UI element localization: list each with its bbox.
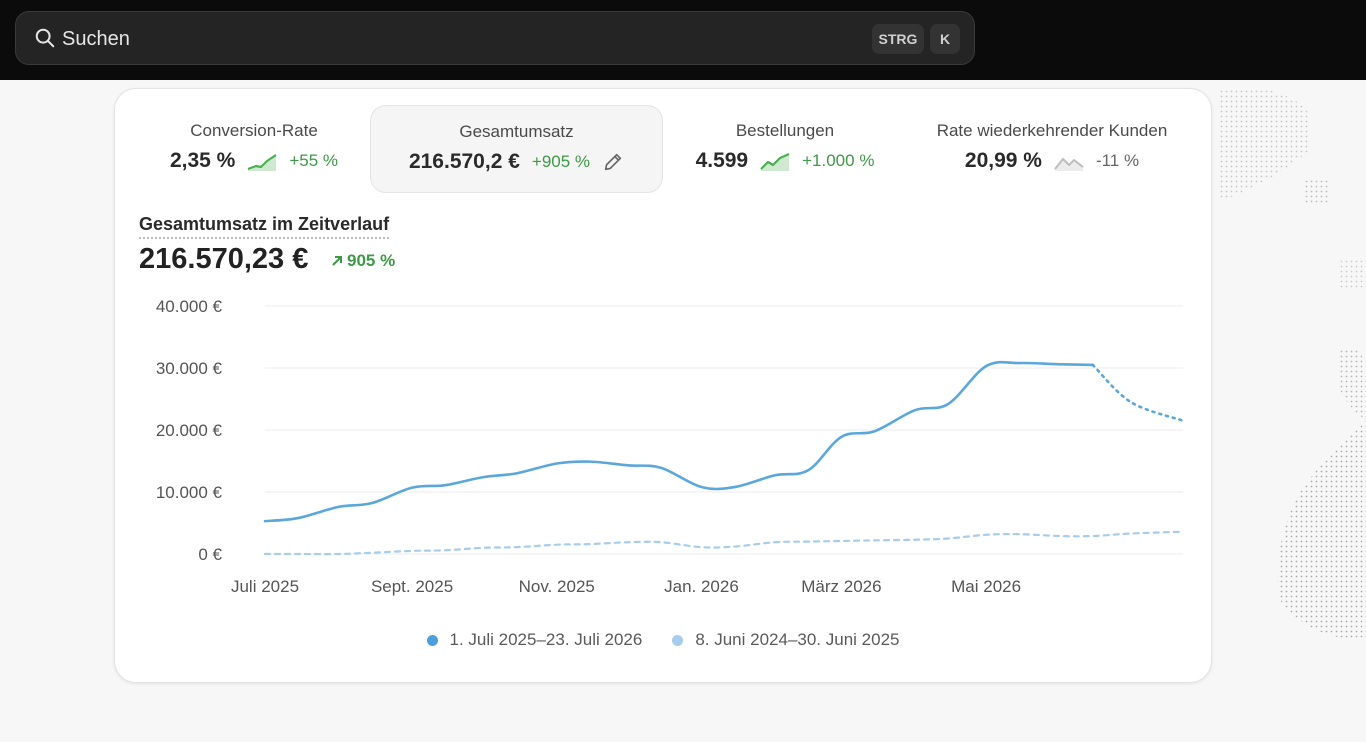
metric-change: +55 %: [289, 151, 339, 170]
dotted-background-decoration: [1220, 87, 1366, 640]
shortcut-key-k: K: [930, 24, 960, 54]
metric-returning-customer-rate[interactable]: Rate wiederkehrender Kunden 20,99 % -11 …: [907, 105, 1197, 193]
series-line-current-projected: [1091, 363, 1185, 422]
metric-value: 2,35 %: [169, 149, 236, 172]
metric-conversion-rate[interactable]: Conversion-Rate 2,35 % +55 %: [139, 105, 369, 193]
metric-change: -11 %: [1095, 151, 1140, 170]
chart-change-value: 905 %: [347, 251, 396, 270]
metric-label: Bestellungen: [735, 121, 835, 140]
metric-change: +1.000 %: [802, 151, 875, 170]
series-line-current: [263, 360, 1095, 523]
trend-up-sparkline-icon: [760, 152, 790, 171]
y-tick-label: 40.000 €: [156, 297, 223, 316]
metric-label: Gesamtumsatz: [459, 122, 574, 141]
search-input[interactable]: [62, 24, 842, 54]
x-tick-label: Sept. 2025: [371, 577, 453, 596]
x-tick-label: Juli 2025: [231, 577, 299, 596]
chart-legend: 1. Juli 2025–23. Juli 2026 8. Juni 2024–…: [115, 630, 1211, 650]
metric-label: Rate wiederkehrender Kunden: [936, 121, 1168, 140]
trend-up-sparkline-icon: [247, 154, 277, 171]
series-line-comparison: [263, 530, 1185, 556]
y-tick-label: 20.000 €: [156, 421, 223, 440]
x-tick-label: Nov. 2025: [519, 577, 595, 596]
search-bar[interactable]: STRG K: [15, 11, 975, 65]
metric-total-revenue[interactable]: Gesamtumsatz 216.570,2 € +905 %: [370, 105, 663, 193]
arrow-up-right-icon: [332, 256, 342, 266]
legend-dot-current: [426, 634, 438, 646]
shortcut-key-ctrl: STRG: [872, 24, 924, 54]
metric-change: +905 %: [531, 152, 591, 171]
metric-value: 4.599: [695, 149, 749, 172]
y-tick-label: 30.000 €: [156, 359, 223, 378]
x-tick-label: Mai 2026: [951, 577, 1021, 596]
metric-value: 20,99 %: [964, 149, 1042, 172]
legend-item-comparison[interactable]: 8. Juni 2024–30. Juni 2025: [672, 630, 899, 650]
legend-item-current[interactable]: 1. Juli 2025–23. Juli 2026: [426, 630, 643, 650]
y-tick-label: 10.000 €: [156, 483, 223, 502]
metric-value: 216.570,2 €: [408, 150, 520, 173]
pencil-icon[interactable]: [602, 151, 624, 173]
x-tick-label: Jan. 2026: [664, 577, 739, 596]
legend-label-comparison: 8. Juni 2024–30. Juni 2025: [695, 630, 900, 649]
legend-dot-comparison: [672, 634, 684, 646]
metric-orders[interactable]: Bestellungen 4.599 +1.000 %: [665, 105, 905, 193]
revenue-card: Conversion-Rate 2,35 % +55 % Gesamtumsat…: [114, 88, 1212, 683]
revenue-line-chart: 0 € 10.000 € 20.000 € 30.000 € 40.000 € Juli …: [156, 297, 1185, 596]
chart-change-badge: 905 %: [331, 251, 395, 271]
y-tick-label: 0 €: [198, 545, 222, 564]
legend-label-current: 1. Juli 2025–23. Juli 2026: [449, 630, 643, 649]
chart-title[interactable]: Gesamtumsatz im Zeitverlauf: [139, 214, 390, 239]
x-tick-label: März 2026: [801, 577, 881, 596]
metric-label: Conversion-Rate: [190, 121, 318, 140]
chart-total-value: 216.570,23 €: [139, 243, 309, 275]
trend-neutral-sparkline-icon: [1054, 158, 1084, 171]
top-bar: STRG K: [0, 0, 1366, 80]
search-icon: [35, 28, 55, 48]
